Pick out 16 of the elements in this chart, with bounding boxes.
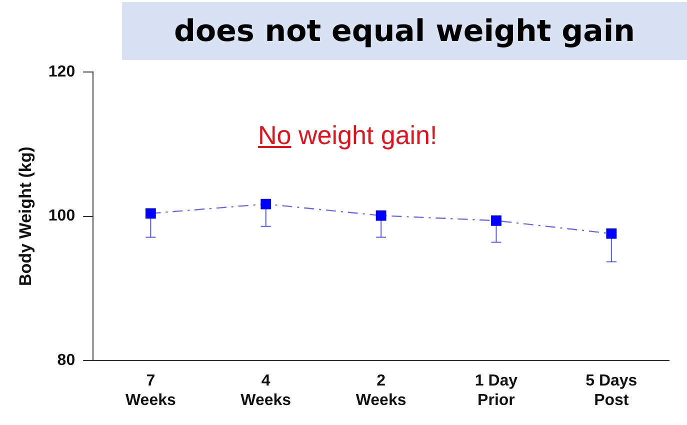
annotation: No weight gain! xyxy=(258,120,438,151)
x-tick-label: 5 Days Post xyxy=(586,372,638,409)
y-tick-label: 120 xyxy=(48,63,76,80)
x-tick-label: 2 Weeks xyxy=(356,372,406,409)
y-tick-label: 100 xyxy=(48,208,76,225)
chart-title: does not equal weight gain xyxy=(122,2,687,60)
y-tick-label: 80 xyxy=(57,352,76,370)
y-axis-title: Body Weight (kg) xyxy=(16,146,35,286)
point xyxy=(491,215,502,226)
point xyxy=(145,208,156,219)
point xyxy=(376,210,386,221)
x-tick-label: 7 Weeks xyxy=(125,372,176,409)
x-tick-label: 4 Weeks xyxy=(240,372,292,409)
point xyxy=(260,198,272,210)
point xyxy=(606,228,617,239)
x-tick-label: 1 Day Prior xyxy=(474,372,518,409)
